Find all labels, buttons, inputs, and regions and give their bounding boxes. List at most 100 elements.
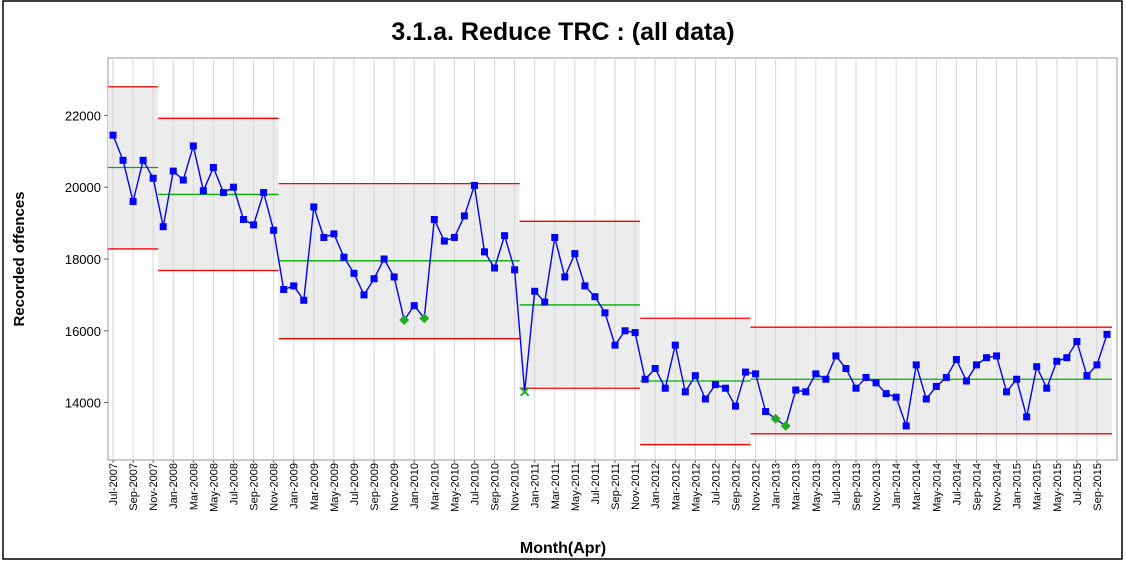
data-marker: [902, 422, 910, 430]
signal-marker: [419, 313, 430, 324]
x-tick-label: Jul-2012: [710, 463, 722, 505]
data-marker: [1053, 357, 1061, 365]
data-marker: [491, 264, 499, 272]
data-marker: [109, 131, 117, 139]
x-tick-label: Sep-2013: [851, 463, 863, 511]
x-tick-label: Nov-2008: [269, 463, 281, 511]
data-marker: [872, 379, 880, 387]
data-marker: [430, 216, 438, 224]
data-marker: [390, 273, 398, 281]
signal-marker: [770, 413, 781, 424]
y-tick-label: 14000: [65, 396, 101, 411]
x-tick-label: Nov-2010: [510, 463, 522, 511]
data-marker: [199, 187, 207, 195]
data-marker: [551, 233, 559, 241]
x-tick-label: Jul-2013: [831, 463, 843, 505]
data-marker: [229, 183, 237, 191]
x-tick-label: Mar-2012: [670, 463, 682, 510]
data-marker: [1033, 363, 1041, 371]
data-marker: [1063, 354, 1071, 362]
chart-title: 3.1.a. Reduce TRC : (all data): [391, 18, 734, 46]
data-marker: [601, 309, 609, 317]
control-band: [750, 327, 1113, 434]
data-marker: [792, 386, 800, 394]
data-marker: [932, 382, 940, 390]
x-tick-label: Jan-2010: [409, 463, 421, 509]
data-marker: [250, 221, 258, 229]
data-marker: [240, 216, 248, 224]
x-tick-label: Jul-2008: [228, 463, 240, 505]
data-marker: [661, 384, 669, 392]
data-marker: [752, 370, 760, 378]
x-tick-label: May-2013: [811, 463, 823, 512]
data-marker: [621, 327, 629, 335]
x-tick-label: Jan-2011: [530, 463, 542, 508]
signal-marker: [399, 315, 410, 326]
data-marker: [1083, 372, 1091, 380]
data-marker: [129, 198, 137, 206]
data-marker: [1043, 384, 1051, 392]
data-marker: [1023, 413, 1031, 421]
data-marker: [380, 255, 388, 263]
y-axis-title: Recorded offences: [11, 191, 28, 326]
data-marker: [450, 233, 458, 241]
data-marker: [119, 156, 127, 164]
data-line: [112, 134, 1108, 428]
x-tick-label: Nov-2007: [148, 463, 160, 511]
x-tick-label: Nov-2012: [751, 463, 763, 511]
x-tick-label: Jan-2014: [891, 463, 903, 509]
x-tick-label: Jul-2009: [349, 463, 361, 505]
x-tick-label: Jul-2011: [590, 463, 602, 504]
data-marker: [561, 273, 569, 281]
data-marker: [460, 212, 468, 220]
data-marker: [139, 156, 147, 164]
data-marker: [219, 189, 227, 197]
data-marker: [983, 354, 991, 362]
data-marker: [1093, 361, 1101, 369]
signal-marker: [519, 387, 530, 397]
data-marker: [972, 361, 980, 369]
x-tick-label: Sep-2015: [1092, 463, 1104, 511]
data-marker: [892, 393, 900, 401]
data-marker: [310, 203, 318, 211]
x-tick-label: Nov-2009: [389, 463, 401, 511]
data-marker: [189, 142, 197, 150]
x-tick-label: May-2014: [931, 463, 943, 512]
data-marker: [852, 384, 860, 392]
x-tick-label: Jul-2015: [1072, 463, 1084, 505]
x-tick-label: Jul-2014: [951, 463, 963, 505]
x-tick-label: Sep-2011: [610, 463, 622, 510]
x-tick-label: May-2010: [449, 463, 461, 512]
data-marker: [300, 296, 308, 304]
x-tick-label: Mar-2015: [1032, 463, 1044, 510]
data-marker: [631, 329, 639, 337]
y-tick-label: 18000: [65, 252, 101, 267]
data-marker: [571, 250, 579, 258]
data-marker: [410, 302, 418, 310]
x-axis-title: Month(Apr): [520, 540, 606, 557]
data-marker: [812, 370, 820, 378]
data-marker: [952, 356, 960, 363]
x-tick-label: Jan-2013: [771, 463, 783, 509]
x-tick-label: Mar-2013: [791, 463, 803, 510]
x-tick-label: Nov-2013: [871, 463, 883, 511]
data-marker: [159, 223, 167, 231]
x-tick-label: Mar-2014: [911, 463, 923, 510]
data-marker: [912, 361, 920, 369]
x-tick-label: May-2012: [690, 463, 702, 512]
x-tick-label: Sep-2008: [249, 463, 261, 511]
data-marker: [822, 375, 830, 383]
data-marker: [1103, 330, 1111, 338]
data-marker: [701, 395, 709, 403]
data-marker: [862, 373, 870, 381]
data-marker: [350, 269, 358, 277]
data-marker: [209, 163, 217, 171]
x-tick-label: May-2015: [1052, 463, 1064, 512]
data-marker: [641, 375, 649, 383]
y-tick-label: 16000: [65, 324, 101, 339]
y-tick-label: 20000: [65, 180, 101, 195]
data-marker: [280, 286, 288, 294]
data-marker: [1013, 375, 1021, 383]
data-marker: [480, 248, 488, 256]
